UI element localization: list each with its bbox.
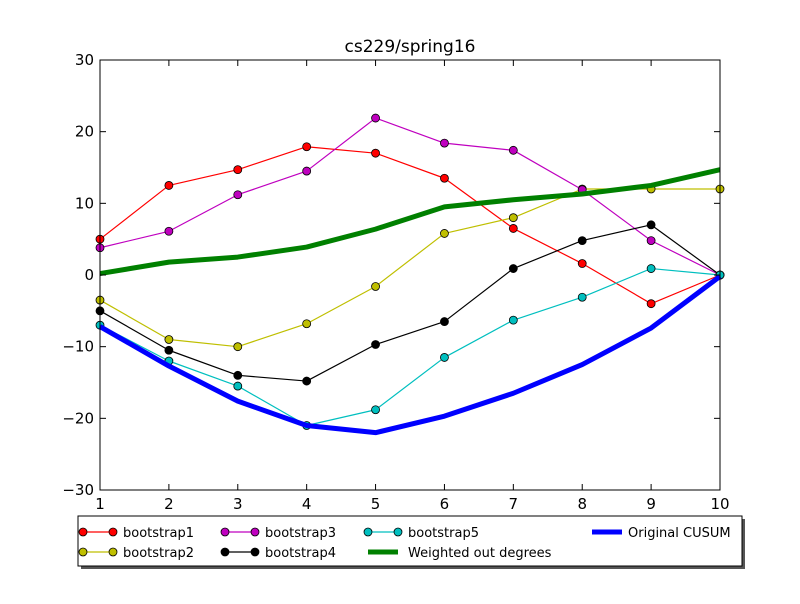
data-point (371, 282, 380, 291)
legend-label: Weighted out degrees (408, 546, 552, 561)
x-tick-label: 3 (233, 495, 243, 513)
data-point (646, 264, 656, 273)
legend-label: bootstrap1 (123, 526, 194, 541)
x-tick-label: 8 (577, 495, 587, 513)
data-point (233, 165, 243, 175)
data-point (233, 190, 243, 200)
data-point (233, 342, 243, 352)
y-tick-label: −30 (62, 481, 94, 499)
data-point (646, 236, 656, 246)
series-line-weighted-out-degrees (99, 167, 721, 277)
data-point (508, 145, 518, 155)
legend-swatch-marker (250, 547, 260, 557)
legend-label: bootstrap4 (265, 546, 336, 561)
y-tick-label: −20 (62, 409, 94, 427)
data-point (577, 236, 587, 246)
legend-swatch-marker (78, 547, 88, 557)
series-line-bootstrap1 (99, 146, 721, 305)
data-point (302, 142, 312, 152)
legend: bootstrap1 bootstrap2 bootstrap3 bootstrap4… (77, 515, 745, 569)
legend-label: bootstrap3 (265, 526, 336, 541)
data-point (508, 213, 518, 223)
x-tick-label: 9 (646, 495, 656, 513)
series-line-bootstrap4 (99, 224, 721, 382)
data-point (646, 220, 656, 230)
data-point (646, 299, 656, 309)
legend-label: bootstrap5 (408, 526, 479, 541)
data-point (164, 226, 174, 236)
series-line-bootstrap5 (99, 267, 721, 427)
x-tick-label: 2 (164, 495, 174, 513)
data-point (371, 340, 380, 349)
data-point (371, 405, 380, 415)
data-point (164, 335, 174, 344)
y-tick-label: −10 (62, 338, 94, 356)
data-point (233, 370, 243, 380)
legend-swatch-marker (108, 547, 118, 557)
legend-label: Original CUSUM (628, 526, 731, 541)
x-tick-label: 10 (710, 495, 729, 513)
data-point (577, 259, 587, 268)
data-point (440, 317, 449, 326)
data-point (302, 319, 312, 329)
x-tick-label: 7 (509, 495, 519, 513)
y-tick-label: 20 (75, 123, 94, 141)
data-point (371, 148, 380, 158)
legend-swatch-marker (250, 527, 260, 537)
data-point (577, 292, 587, 302)
data-point (508, 224, 518, 233)
series-line-original-cusum (98, 274, 722, 436)
y-tick-label: 10 (75, 194, 94, 212)
x-tick-label: 5 (371, 495, 381, 513)
legend-swatch-marker (363, 527, 373, 537)
data-layer (95, 113, 725, 436)
data-point (508, 315, 518, 325)
data-point (440, 138, 449, 148)
data-point (440, 353, 449, 362)
data-point (233, 381, 243, 391)
axis-layer: 1 2 3 4 5 6 7 8 9 10 30 20 10 0 −10 −20 −30 (62, 51, 729, 513)
data-point (371, 113, 380, 123)
data-point (440, 229, 449, 238)
legend-swatch-marker (220, 547, 230, 557)
plot-area (100, 60, 720, 490)
data-point (164, 345, 174, 355)
chart-title: cs229/spring16 (345, 37, 476, 57)
legend-swatch-marker (78, 527, 88, 537)
legend-swatch-marker (108, 527, 118, 537)
x-tick-label: 6 (440, 495, 450, 513)
legend-swatch-marker (220, 527, 230, 537)
data-point (302, 376, 312, 386)
legend-box (77, 515, 743, 567)
x-tick-label: 1 (95, 495, 105, 513)
data-point (440, 173, 449, 183)
legend-label: bootstrap2 (123, 546, 194, 561)
data-point (302, 166, 312, 176)
x-tick-label: 4 (302, 495, 312, 513)
series-line-bootstrap3 (99, 117, 721, 276)
legend-swatch-marker (393, 527, 403, 537)
y-tick-label: 0 (84, 266, 94, 284)
data-point (164, 181, 174, 190)
y-tick-label: 30 (75, 51, 94, 69)
data-point (508, 264, 518, 273)
